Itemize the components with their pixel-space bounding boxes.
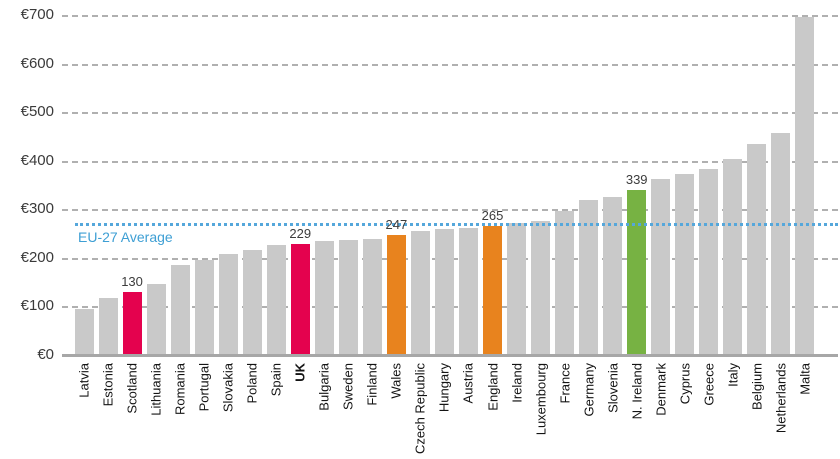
bar-n-ireland (627, 190, 647, 355)
y-tick-400: €400 (20, 151, 54, 169)
x-label-greece: Greece (701, 363, 717, 406)
bar-finland (362, 239, 382, 355)
value-label-wales: 247 (385, 217, 408, 233)
y-tick-100: €100 (20, 297, 54, 315)
bar-romania (170, 265, 190, 355)
x-label-england: England (485, 363, 500, 411)
bar-uk (290, 243, 310, 355)
value-label-england: 265 (481, 208, 504, 224)
bar-malta (795, 17, 815, 355)
eu-average-line (75, 223, 838, 227)
bar-greece (699, 168, 719, 355)
bar-luxembourg (531, 220, 551, 355)
bar-scotland (122, 291, 142, 355)
x-label-austria: Austria (460, 363, 476, 404)
gridline-400 (62, 160, 838, 163)
bar-portugal (194, 260, 214, 355)
x-label-portugal: Portugal (196, 363, 212, 412)
bar-slovakia (218, 254, 238, 355)
value-label-uk: 229 (289, 225, 312, 241)
x-label-poland: Poland (244, 363, 260, 404)
x-label-bulgaria: Bulgaria (316, 363, 332, 411)
value-label-n-ireland: 339 (625, 172, 648, 188)
gridline-700 (62, 15, 838, 17)
y-tick-500: €500 (20, 103, 54, 121)
gridline-500 (62, 112, 838, 115)
bar-germany (579, 199, 599, 355)
x-label-cyprus: Cyprus (677, 363, 693, 405)
x-label-romania: Romania (172, 363, 188, 416)
x-label-spain: Spain (268, 363, 284, 397)
x-label-scotland: Scotland (124, 363, 140, 414)
bar-denmark (651, 178, 671, 355)
x-label-wales: Wales (388, 363, 404, 399)
gridline-600 (62, 63, 838, 66)
x-label-czech-republic: Czech Republic (412, 363, 428, 455)
y-tick-0: €0 (37, 346, 54, 363)
bar-cyprus (675, 174, 695, 355)
x-label-slovakia: Slovakia (220, 363, 236, 413)
bar-austria (458, 227, 478, 355)
x-label-ireland: Ireland (509, 363, 525, 403)
x-label-luxembourg: Luxembourg (533, 363, 549, 436)
x-label-uk: UK (292, 363, 308, 382)
eu-average-label: EU-27 Average (78, 229, 173, 246)
bar-poland (242, 250, 262, 355)
y-tick-200: €200 (20, 248, 54, 266)
x-label-lithuania: Lithuania (148, 363, 164, 416)
x-label-estonia: Estonia (100, 363, 116, 407)
bar-spain (266, 244, 286, 355)
x-label-italy: Italy (725, 363, 741, 387)
x-label-netherlands: Netherlands (773, 363, 789, 434)
y-tick-600: €600 (20, 54, 54, 72)
x-label-malta: Malta (797, 363, 813, 395)
gridline-300 (62, 209, 838, 212)
bar-france (555, 210, 575, 355)
bar-estonia (98, 297, 118, 355)
bar-ireland (507, 223, 527, 355)
x-label-slovenia: Slovenia (605, 363, 621, 413)
bar-sweden (338, 240, 358, 355)
x-label-finland: Finland (364, 363, 380, 406)
bar-lithuania (146, 284, 166, 355)
x-label-denmark: Denmark (653, 363, 669, 416)
bar-netherlands (771, 132, 791, 355)
bar-italy (723, 159, 743, 355)
x-label-france: France (557, 363, 573, 404)
x-axis-line (62, 354, 838, 357)
bar-england (483, 226, 502, 355)
bar-hungary (434, 228, 454, 355)
x-label-latvia: Latvia (76, 363, 92, 398)
bar-slovenia (603, 197, 623, 355)
bar-belgium (747, 143, 767, 355)
x-label-hungary: Hungary (436, 363, 452, 413)
x-label-sweden: Sweden (340, 363, 356, 410)
bar-bulgaria (314, 241, 334, 355)
bar-czech-republic (410, 230, 430, 355)
x-label-belgium: Belgium (749, 363, 765, 410)
bar-latvia (74, 308, 94, 355)
y-tick-700: €700 (20, 6, 54, 23)
value-label-scotland: 130 (121, 273, 143, 289)
bar-wales (386, 235, 406, 355)
x-label-germany: Germany (581, 363, 597, 417)
y-tick-300: €300 (20, 200, 54, 218)
plot-area: 130 229 247 265 339 EU-27 Average (62, 15, 838, 357)
x-label-n-ireland: N. Ireland (629, 363, 645, 420)
